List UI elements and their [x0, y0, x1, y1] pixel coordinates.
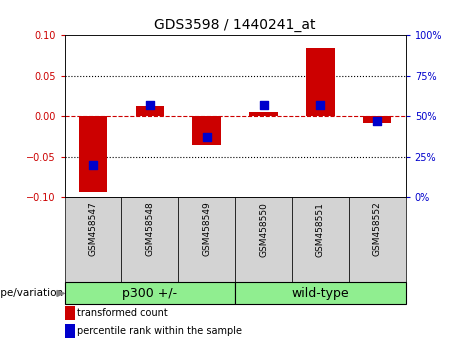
- Title: GDS3598 / 1440241_at: GDS3598 / 1440241_at: [154, 18, 316, 32]
- Point: [203, 135, 210, 140]
- Text: GSM458551: GSM458551: [316, 202, 325, 257]
- Bar: [193, 116, 221, 145]
- Text: percentile rank within the sample: percentile rank within the sample: [77, 326, 242, 336]
- Bar: [306, 47, 335, 116]
- Text: genotype/variation: genotype/variation: [0, 289, 64, 298]
- Point: [317, 102, 324, 108]
- Bar: [136, 106, 164, 116]
- Text: GSM458549: GSM458549: [202, 202, 211, 256]
- Bar: [121, 198, 178, 282]
- Bar: [235, 198, 292, 282]
- Bar: [235, 282, 406, 304]
- Bar: [292, 198, 349, 282]
- Point: [373, 119, 381, 124]
- Point: [260, 102, 267, 108]
- Point: [89, 162, 97, 168]
- Point: [146, 102, 154, 108]
- Bar: [65, 198, 121, 282]
- Text: transformed count: transformed count: [77, 308, 168, 318]
- Text: GSM458550: GSM458550: [259, 202, 268, 257]
- Bar: [79, 116, 107, 192]
- Text: GSM458552: GSM458552: [373, 202, 382, 256]
- Text: wild-type: wild-type: [291, 287, 349, 300]
- Bar: [178, 198, 235, 282]
- Bar: [65, 282, 235, 304]
- Bar: [249, 112, 278, 116]
- Text: GSM458547: GSM458547: [89, 202, 97, 256]
- Bar: [363, 116, 391, 123]
- Bar: [349, 198, 406, 282]
- Text: p300 +/-: p300 +/-: [122, 287, 177, 300]
- Text: GSM458548: GSM458548: [145, 202, 154, 256]
